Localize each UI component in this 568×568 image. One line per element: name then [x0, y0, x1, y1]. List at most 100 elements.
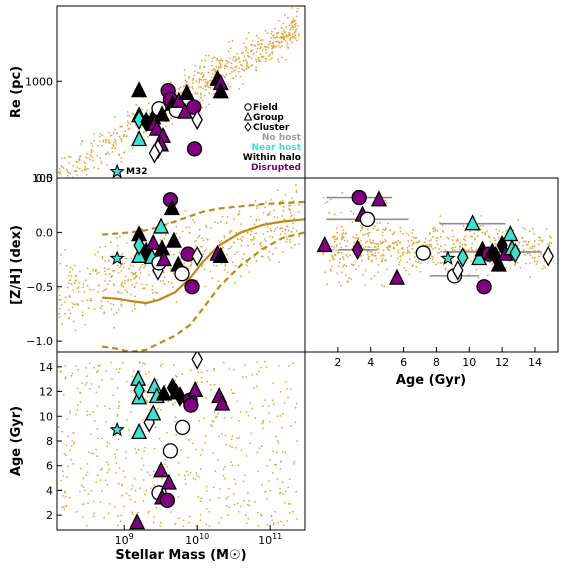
background-dot — [434, 246, 437, 249]
background-dot — [234, 56, 236, 58]
background-dot — [101, 144, 103, 147]
background-dot — [357, 265, 360, 267]
background-dot — [108, 442, 111, 445]
background-dot — [62, 393, 65, 396]
background-dot — [497, 236, 500, 239]
background-dot — [349, 254, 352, 257]
background-dot — [266, 464, 268, 467]
background-dot — [418, 240, 421, 242]
background-dot — [211, 420, 214, 422]
background-dot — [294, 37, 297, 40]
background-dot — [230, 66, 233, 69]
background-dot — [276, 440, 279, 442]
background-dot — [187, 456, 190, 459]
background-dot — [217, 412, 219, 415]
background-dot — [108, 468, 110, 471]
point-circle-white — [174, 266, 190, 282]
background-dot — [146, 395, 149, 398]
background-dot — [131, 112, 134, 115]
background-dot — [294, 34, 297, 37]
background-dot — [206, 238, 209, 241]
background-dot — [108, 503, 111, 505]
background-dot — [183, 68, 186, 71]
background-dot — [277, 40, 280, 43]
background-dot — [106, 471, 109, 474]
background-dot — [231, 435, 234, 438]
background-dot — [70, 458, 73, 461]
background-dot — [528, 230, 531, 233]
background-dot — [61, 323, 64, 326]
background-dot — [333, 246, 335, 249]
background-dot — [228, 232, 231, 234]
background-dot — [214, 221, 217, 224]
background-dot — [118, 367, 121, 370]
background-dot — [292, 227, 295, 230]
background-dot — [524, 253, 526, 256]
background-dot — [270, 199, 273, 201]
background-dot — [289, 209, 291, 212]
background-dot — [112, 270, 114, 272]
background-dot — [99, 501, 102, 503]
background-dot — [108, 407, 111, 410]
background-dot — [227, 514, 229, 516]
background-dot — [210, 69, 213, 72]
background-dot — [264, 490, 266, 493]
background-dot — [162, 280, 164, 283]
background-dot — [178, 87, 181, 90]
background-dot — [196, 474, 198, 477]
background-dot — [102, 139, 105, 142]
background-dot — [96, 428, 99, 431]
background-dot — [75, 161, 78, 163]
background-dot — [108, 268, 111, 270]
background-dot — [280, 40, 283, 43]
background-dot — [126, 120, 129, 122]
background-dot — [106, 151, 109, 154]
background-dot — [101, 467, 103, 470]
background-dot — [376, 222, 379, 224]
background-dot — [272, 382, 275, 385]
background-dot — [263, 45, 266, 48]
point-triangle-black — [131, 81, 148, 98]
background-dot — [141, 108, 144, 111]
background-dot — [230, 461, 232, 463]
background-dot — [71, 302, 74, 304]
background-dot — [435, 240, 438, 242]
background-dot — [261, 484, 264, 486]
background-dot — [367, 232, 370, 235]
background-dot — [66, 170, 69, 173]
background-dot — [347, 281, 349, 283]
background-dot — [374, 255, 377, 257]
background-dot — [398, 261, 401, 264]
background-dot — [491, 263, 493, 266]
background-dot — [106, 283, 109, 285]
background-dot — [138, 361, 141, 364]
background-dot — [480, 228, 482, 231]
background-dot — [191, 442, 194, 445]
background-dot — [199, 94, 202, 96]
background-dot — [386, 268, 389, 271]
background-dot — [243, 69, 246, 72]
background-dot — [143, 287, 146, 290]
background-dot — [160, 521, 162, 524]
background-dot — [439, 262, 442, 264]
background-dot — [258, 370, 260, 373]
background-dot — [396, 257, 399, 259]
background-dot — [89, 288, 91, 291]
background-dot — [350, 210, 353, 213]
background-dot — [191, 79, 194, 82]
background-dot — [237, 419, 240, 422]
background-dot — [89, 272, 92, 275]
background-dot — [124, 457, 127, 460]
background-dot — [225, 222, 228, 225]
background-dot — [69, 266, 72, 269]
background-dot — [165, 125, 168, 128]
background-dot — [272, 403, 275, 406]
background-dot — [407, 234, 410, 237]
background-dot — [107, 259, 110, 262]
background-dot — [232, 58, 235, 61]
background-dot — [233, 503, 236, 506]
background-dot — [70, 283, 73, 285]
background-dot — [336, 251, 339, 254]
background-dot — [117, 272, 120, 274]
background-dot — [241, 68, 244, 71]
